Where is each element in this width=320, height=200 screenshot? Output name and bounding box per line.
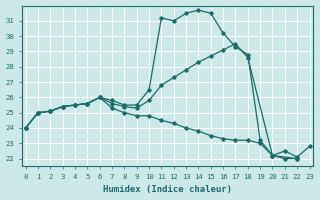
X-axis label: Humidex (Indice chaleur): Humidex (Indice chaleur) [103,185,232,194]
